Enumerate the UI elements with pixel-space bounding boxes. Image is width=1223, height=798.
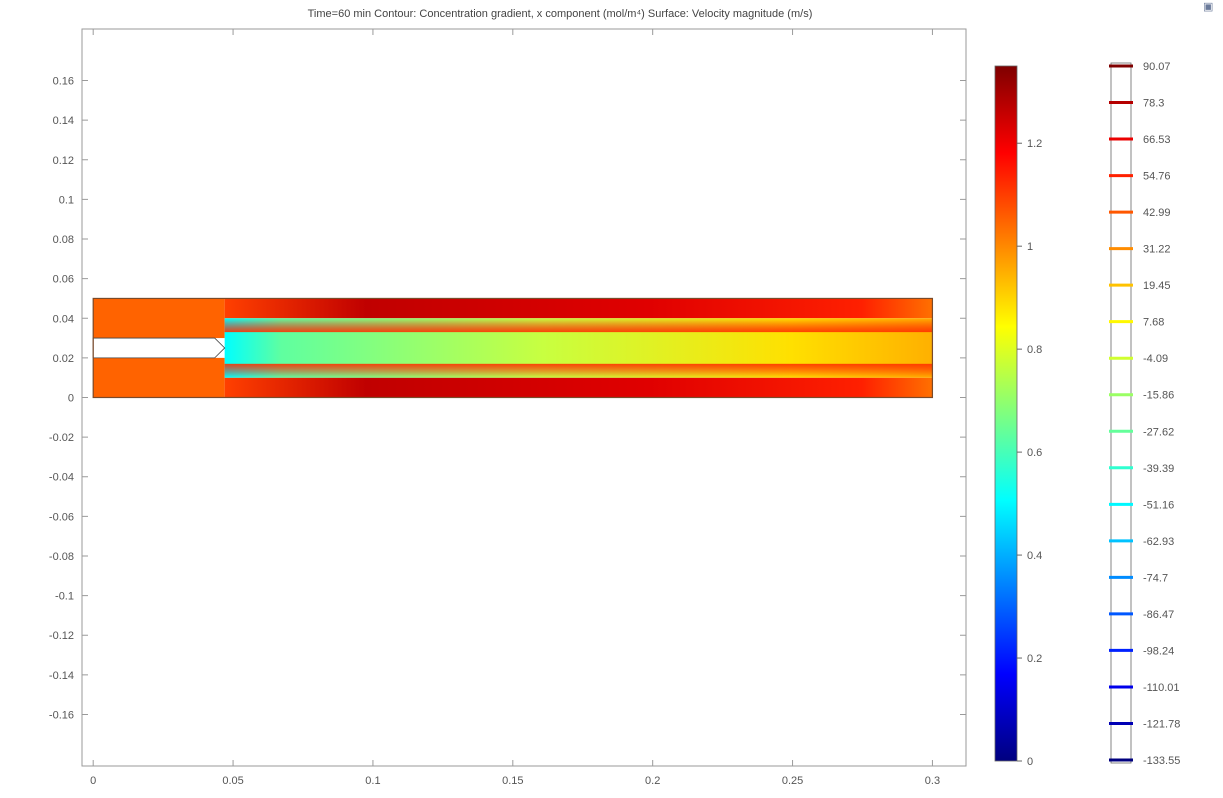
x-tick-label: 0.05 xyxy=(222,775,243,787)
legend-level-label: 78.3 xyxy=(1143,98,1164,110)
colorbar: 0 0.2 0.4 0.6 0.8 1 1.2 xyxy=(994,65,1042,768)
y-tick-label: -0.06 xyxy=(49,511,74,523)
heatmap-region xyxy=(224,298,933,319)
y-tick-label: -0.12 xyxy=(49,630,74,642)
x-tick-label: 0 xyxy=(90,775,96,787)
x-tick-label: 0.3 xyxy=(925,775,940,787)
y-tick-label: -0.02 xyxy=(49,432,74,444)
colorbar-tick-label: 0.6 xyxy=(1027,447,1042,459)
colorbar-tick-label: 1.2 xyxy=(1027,138,1042,150)
y-tick-label: 0.06 xyxy=(53,274,74,286)
x-tick-label: 0.15 xyxy=(502,775,523,787)
x-tick-label: 0.25 xyxy=(782,775,803,787)
legend-level-label: -110.01 xyxy=(1143,682,1180,694)
colorbar-tick-label: 1 xyxy=(1027,241,1033,253)
legend-level-label: 31.22 xyxy=(1143,244,1171,256)
y-tick-label: 0.08 xyxy=(53,234,74,246)
legend-level-label: 90.07 xyxy=(1143,61,1171,73)
legend-level-label: -86.47 xyxy=(1143,609,1174,621)
legend-level-label: -15.86 xyxy=(1143,390,1174,402)
legend-level-label: 54.76 xyxy=(1143,171,1171,183)
y-tick-label: 0.14 xyxy=(53,115,74,127)
y-tick-label: -0.08 xyxy=(49,551,74,563)
y-tick-label: -0.04 xyxy=(49,472,74,484)
gradient-band-bottom xyxy=(224,363,933,378)
y-tick-label: 0.16 xyxy=(53,76,74,88)
plot-title: Time=60 min Contour: Concentration gradi… xyxy=(307,8,813,20)
legend-level-label: -27.62 xyxy=(1143,426,1174,438)
legend-level-label: 7.68 xyxy=(1143,317,1164,329)
legend-level-label: -98.24 xyxy=(1143,645,1174,657)
colorbar-tick-label: 0.4 xyxy=(1027,550,1042,562)
legend-level-label: -39.39 xyxy=(1143,463,1174,475)
legend-level-label: -121.78 xyxy=(1143,718,1180,730)
y-tick-label: -0.14 xyxy=(49,670,74,682)
inlet-insert xyxy=(92,337,226,359)
heatmap-region xyxy=(93,298,225,339)
heatmap-region xyxy=(224,377,933,398)
y-tick-label: 0.1 xyxy=(59,194,74,206)
window-icon[interactable]: ▣ xyxy=(1203,1,1214,13)
contour-legend: 90.07 78.3 66.53 54.76 42.99 31.22 19.45 7.68 -4… xyxy=(1109,61,1180,767)
main-axes: 0 0.05 0.1 0.15 0.2 0.25 0.3 0.16 0.14 0.12 0.1 0.0… xyxy=(49,28,967,787)
legend-box xyxy=(1110,62,1132,764)
legend-level-label: -62.93 xyxy=(1143,536,1174,548)
gradient-band-top xyxy=(224,318,933,333)
legend-level-label: -4.09 xyxy=(1143,353,1168,365)
y-tick-label: 0 xyxy=(68,393,74,405)
y-tick-label: 0.02 xyxy=(53,353,74,365)
legend-level-label: 66.53 xyxy=(1143,134,1171,146)
legend-level-label: -74.7 xyxy=(1143,572,1168,584)
legend-level-label: 19.45 xyxy=(1143,280,1171,292)
flow-domain xyxy=(92,297,934,399)
colorbar-tick-label: 0 xyxy=(1027,756,1033,768)
legend-level-label: 42.99 xyxy=(1143,207,1171,219)
x-tick-label: 0.1 xyxy=(365,775,380,787)
heatmap-region xyxy=(93,357,225,398)
domain-outline xyxy=(92,297,934,399)
x-tick-label: 0.2 xyxy=(645,775,660,787)
colorbar-tick-label: 0.2 xyxy=(1027,653,1042,665)
colorbar-bar xyxy=(994,65,1018,762)
legend-level-label: -51.16 xyxy=(1143,499,1174,511)
y-tick-label: -0.1 xyxy=(55,591,74,603)
y-tick-label: 0.12 xyxy=(53,155,74,167)
colorbar-tick-label: 0.8 xyxy=(1027,344,1042,356)
y-tick-label: -0.16 xyxy=(49,709,74,721)
y-tick-label: 0.04 xyxy=(53,313,74,325)
legend-level-label: -133.55 xyxy=(1143,755,1180,767)
